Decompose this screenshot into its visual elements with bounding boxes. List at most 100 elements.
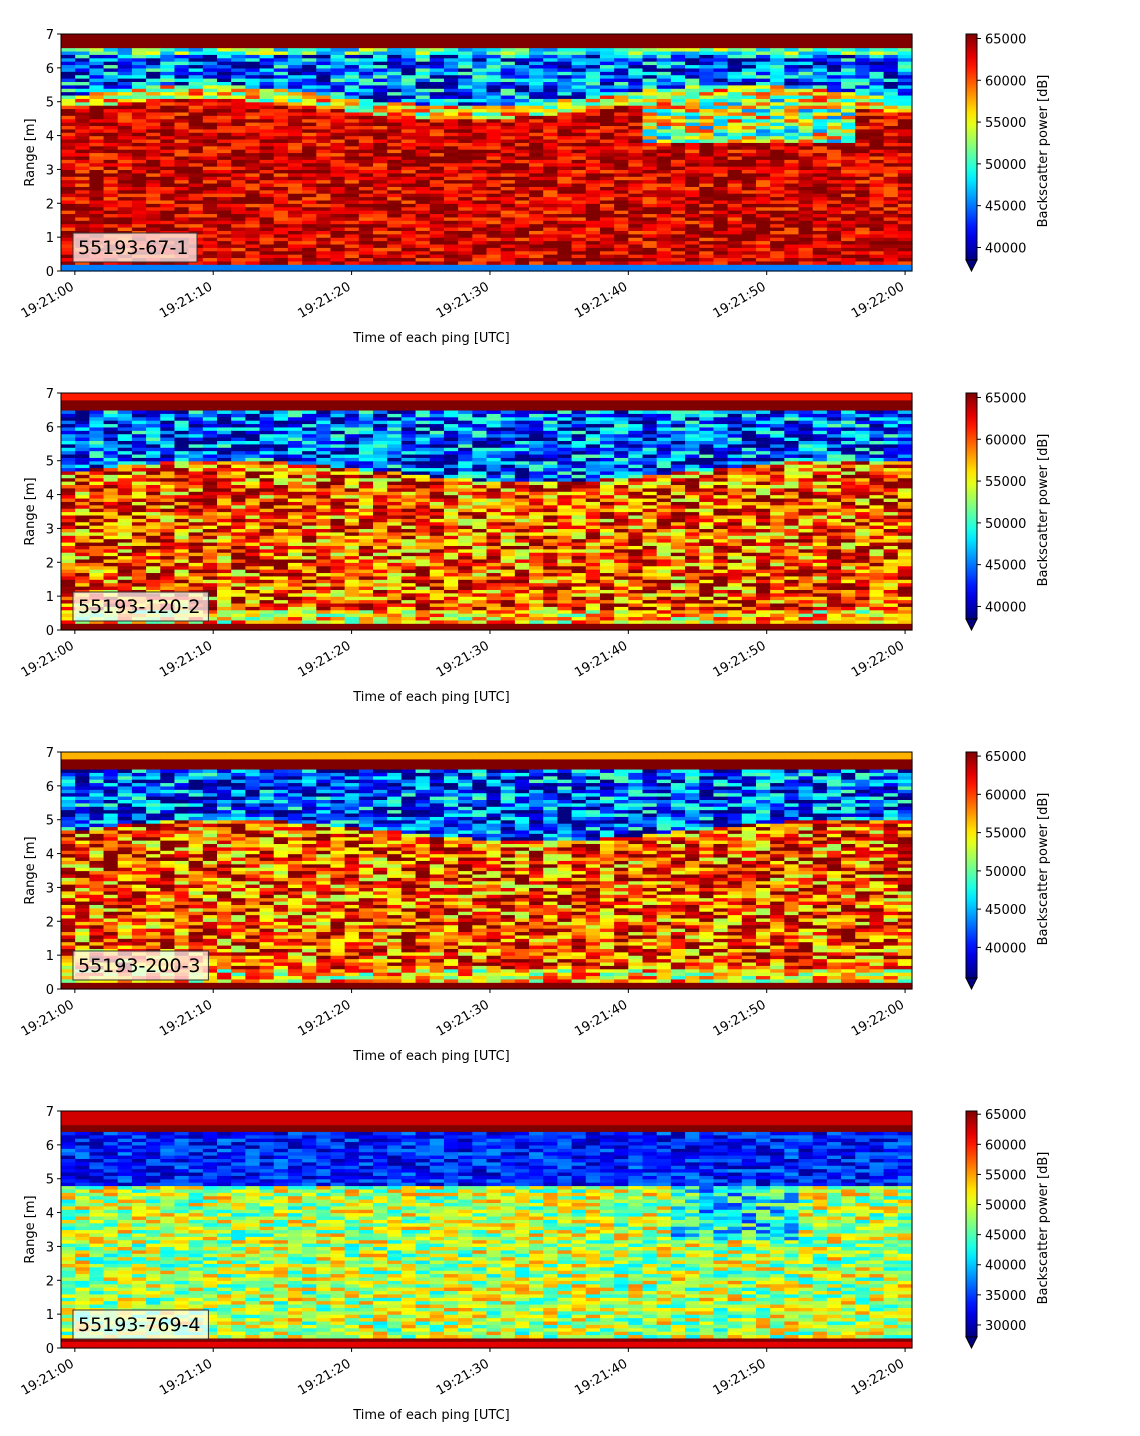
- heatmap-cell: [599, 166, 615, 171]
- heatmap-cell: [217, 149, 232, 154]
- heatmap-cell: [287, 34, 303, 38]
- heatmap-cell: [117, 125, 133, 130]
- colorbar-tick-label: 60000: [985, 74, 1026, 89]
- heatmap-cell: [61, 189, 76, 194]
- heatmap-cell: [160, 558, 176, 563]
- heatmap-cell: [770, 54, 785, 59]
- heatmap-cell: [543, 254, 559, 259]
- heatmap-cell: [61, 135, 76, 140]
- heatmap-cell: [160, 521, 176, 526]
- heatmap-cell: [812, 223, 828, 228]
- heatmap-cell: [117, 511, 133, 516]
- heatmap-cell: [514, 216, 530, 221]
- heatmap-cell: [160, 504, 176, 509]
- heatmap-cell: [897, 223, 913, 228]
- heatmap-cell: [89, 548, 105, 553]
- heatmap-cell: [514, 105, 530, 110]
- heatmap-cell: [146, 179, 161, 184]
- heatmap-cell: [585, 108, 601, 113]
- heatmap-cell: [826, 206, 842, 211]
- heatmap-cell: [642, 132, 658, 137]
- heatmap-cell: [117, 182, 133, 187]
- heatmap-cell: [529, 64, 544, 69]
- heatmap-cell: [117, 149, 133, 154]
- heatmap-cell: [855, 250, 871, 255]
- heatmap-cell: [883, 135, 899, 140]
- heatmap-cell: [897, 98, 913, 103]
- heatmap-cell: [812, 142, 828, 147]
- heatmap-cell: [202, 528, 218, 533]
- heatmap-cell: [458, 237, 473, 242]
- heatmap-cell: [472, 81, 488, 86]
- heatmap-cell: [855, 81, 871, 86]
- heatmap-cell: [755, 237, 771, 242]
- heatmap-cell: [599, 74, 615, 79]
- heatmap-cell: [387, 78, 402, 82]
- heatmap-cell: [628, 226, 644, 231]
- heatmap-cell: [188, 57, 204, 62]
- x-tick-label: 19:21:00: [19, 279, 77, 321]
- heatmap-cell: [103, 406, 119, 411]
- heatmap-cell: [713, 264, 729, 269]
- heatmap-cell: [670, 81, 686, 86]
- heatmap-cell: [812, 257, 828, 262]
- heatmap-cell: [571, 98, 587, 103]
- heatmap-cell: [741, 186, 757, 191]
- heatmap-cell: [571, 169, 587, 174]
- heatmap-cell: [897, 47, 913, 52]
- heatmap-cell: [458, 159, 473, 164]
- heatmap-cell: [373, 199, 388, 204]
- heatmap-cell: [514, 199, 530, 204]
- heatmap-cell: [160, 538, 176, 543]
- heatmap-cell: [443, 166, 459, 171]
- heatmap-cell: [571, 220, 587, 225]
- heatmap-cell: [202, 504, 218, 509]
- heatmap-cell: [529, 50, 544, 55]
- heatmap-cell: [344, 84, 360, 89]
- heatmap-cell: [131, 40, 147, 45]
- heatmap-cell: [529, 206, 544, 211]
- heatmap-cell: [514, 240, 530, 245]
- heatmap-cell: [585, 203, 601, 208]
- heatmap-cell: [188, 552, 204, 557]
- heatmap-cell: [642, 34, 658, 38]
- heatmap-cell: [188, 101, 204, 106]
- heatmap-cell: [131, 541, 147, 546]
- panel-id-label: 55193-67-1: [78, 237, 188, 259]
- heatmap-cell: [628, 152, 644, 157]
- heatmap-cell: [131, 169, 147, 174]
- heatmap-cell: [713, 101, 729, 106]
- heatmap-cell: [174, 125, 190, 130]
- heatmap-cell: [514, 118, 530, 123]
- heatmap-cell: [131, 142, 147, 147]
- heatmap-cell: [160, 511, 176, 516]
- heatmap-cell: [146, 115, 161, 120]
- heatmap-cell: [727, 128, 743, 133]
- heatmap-cell: [741, 84, 757, 89]
- heatmap-cell: [458, 98, 473, 103]
- heatmap-cell: [61, 67, 76, 72]
- heatmap-cell: [61, 508, 76, 513]
- heatmap-cell: [103, 545, 119, 550]
- heatmap-cell: [897, 196, 913, 201]
- heatmap-cell: [486, 57, 502, 62]
- heatmap-cell: [812, 145, 828, 150]
- heatmap-cell: [557, 216, 573, 221]
- heatmap-cell: [826, 37, 842, 42]
- heatmap-cell: [61, 582, 76, 587]
- heatmap-cell: [146, 420, 161, 425]
- heatmap-cell: [344, 54, 360, 59]
- heatmap-cell: [429, 132, 445, 137]
- heatmap-cell: [614, 223, 629, 228]
- heatmap-cell: [812, 216, 828, 221]
- heatmap-cell: [486, 230, 502, 235]
- heatmap-cell: [557, 94, 573, 99]
- heatmap-cell: [373, 254, 388, 259]
- heatmap-cell: [458, 267, 473, 272]
- heatmap-cell: [741, 78, 757, 82]
- heatmap-cell: [614, 149, 629, 154]
- heatmap-cell: [103, 37, 119, 42]
- heatmap-cell: [75, 406, 90, 411]
- heatmap-cell: [358, 206, 374, 211]
- heatmap-cell: [443, 233, 459, 238]
